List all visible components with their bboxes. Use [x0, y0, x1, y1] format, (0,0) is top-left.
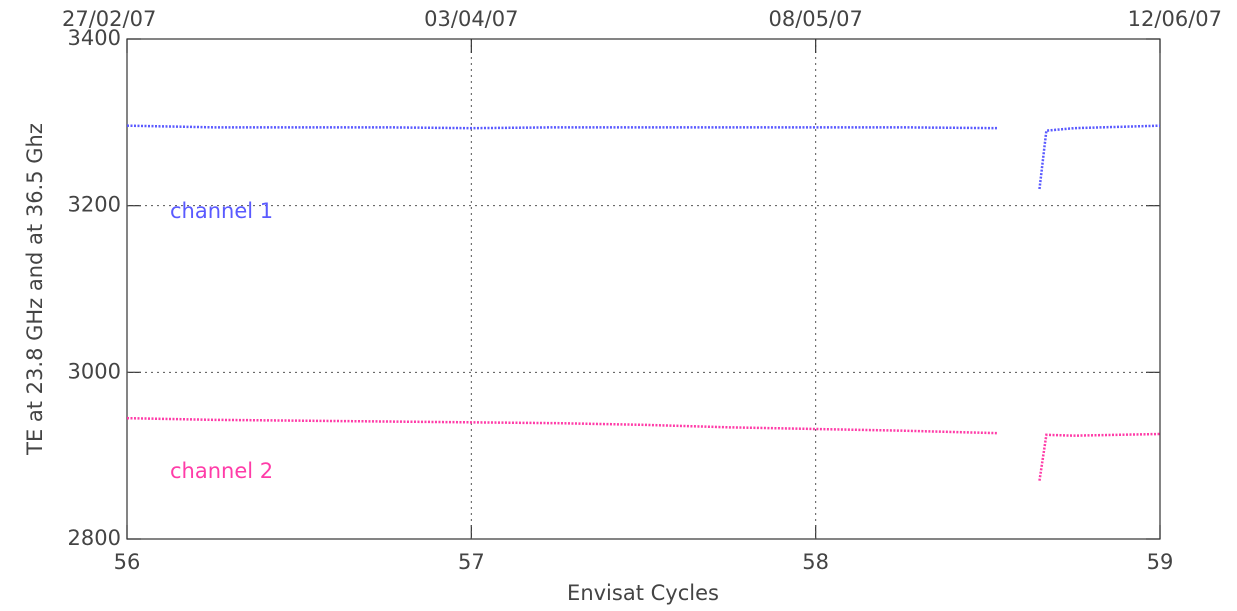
- x-tick-label: 56: [114, 550, 141, 574]
- x-tick-label: 58: [802, 550, 829, 574]
- y-tick-label: 3000: [68, 359, 121, 383]
- top-tick-label: 12/06/07: [1128, 7, 1222, 31]
- x-axis-label: Envisat Cycles: [567, 581, 719, 605]
- series-line: [126, 416, 1161, 481]
- y-tick-label: 3200: [68, 193, 121, 217]
- y-tick-label: 2800: [68, 526, 121, 550]
- series-label: channel 1: [170, 199, 273, 223]
- series-line: [126, 124, 1161, 190]
- y-axis-label: TE at 23.8 GHz and at 36.5 Ghz: [23, 123, 47, 456]
- series-label: channel 2: [170, 459, 273, 483]
- y-tick-label: 3400: [68, 26, 121, 50]
- top-tick-label: 27/02/07: [62, 7, 156, 31]
- top-tick-label: 03/04/07: [424, 7, 518, 31]
- x-tick-label: 57: [458, 550, 485, 574]
- x-tick-label: 59: [1147, 550, 1174, 574]
- plot-frame: [126, 38, 1161, 540]
- top-tick-label: 08/05/07: [769, 7, 863, 31]
